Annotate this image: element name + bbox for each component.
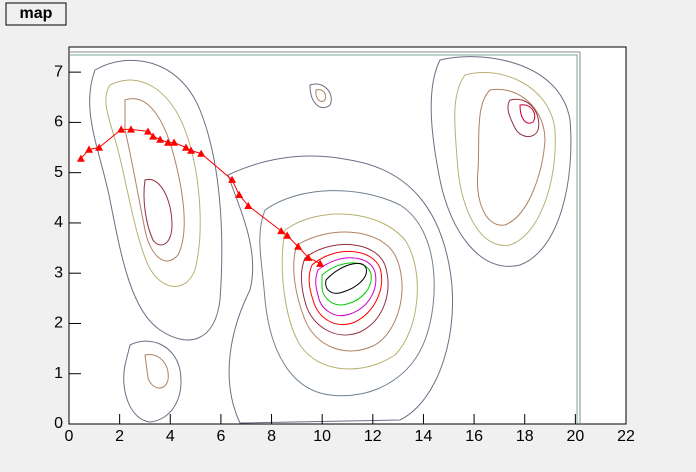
data-point bbox=[163, 138, 172, 146]
x-tick-label: 10 bbox=[313, 428, 331, 445]
x-tick-label: 0 bbox=[65, 428, 74, 445]
y-tick-label: 5 bbox=[54, 164, 63, 181]
data-point bbox=[244, 201, 253, 210]
x-tick-label: 6 bbox=[216, 428, 225, 445]
data-point bbox=[277, 226, 286, 235]
x-tick-label: 18 bbox=[516, 428, 534, 445]
x-tick-label: 4 bbox=[166, 428, 175, 445]
contour bbox=[144, 354, 169, 389]
x-tick-label: 12 bbox=[364, 428, 382, 445]
plot-frame bbox=[68, 46, 627, 425]
contour bbox=[454, 71, 556, 246]
x-tick-label: 20 bbox=[566, 428, 584, 445]
contour bbox=[308, 251, 383, 325]
contour bbox=[89, 59, 223, 341]
x-tick-label: 8 bbox=[267, 428, 276, 445]
data-point bbox=[76, 154, 85, 162]
contour bbox=[281, 213, 418, 370]
y-tick-label: 0 bbox=[54, 415, 63, 432]
contour bbox=[123, 340, 182, 423]
data-point bbox=[149, 132, 158, 140]
x-tick-label: 14 bbox=[415, 428, 433, 445]
contour bbox=[321, 262, 372, 306]
contour bbox=[315, 257, 377, 316]
contour bbox=[315, 89, 327, 102]
contour bbox=[325, 262, 367, 294]
y-tick-label: 4 bbox=[54, 214, 63, 231]
contour bbox=[105, 79, 201, 287]
data-point bbox=[95, 143, 104, 151]
data-point bbox=[304, 253, 313, 261]
contour bbox=[143, 178, 173, 246]
x-tick-label: 22 bbox=[617, 428, 635, 445]
data-point bbox=[228, 175, 237, 183]
data-point bbox=[156, 135, 165, 143]
contour bbox=[476, 88, 546, 226]
y-tick-label: 2 bbox=[54, 315, 63, 332]
data-point bbox=[197, 149, 206, 157]
data-point bbox=[316, 259, 325, 267]
data-point bbox=[170, 138, 179, 146]
data-point bbox=[235, 190, 244, 198]
data-point bbox=[187, 146, 196, 154]
x-tick-label: 16 bbox=[465, 428, 483, 445]
data-point bbox=[283, 231, 292, 239]
chart-title: map bbox=[20, 5, 53, 22]
contour bbox=[259, 190, 435, 397]
data-point bbox=[85, 145, 94, 153]
data-point bbox=[294, 242, 303, 250]
contour bbox=[124, 98, 185, 262]
y-tick-label: 7 bbox=[54, 63, 63, 80]
data-point bbox=[127, 125, 136, 133]
y-tick-label: 3 bbox=[54, 264, 63, 281]
data-point bbox=[143, 127, 152, 135]
y-tick-label: 6 bbox=[54, 114, 63, 131]
title-box bbox=[5, 2, 67, 26]
contour bbox=[227, 155, 453, 424]
contour bbox=[507, 98, 540, 137]
contour bbox=[430, 56, 572, 267]
contour bbox=[519, 104, 536, 124]
contour bbox=[293, 231, 403, 352]
contour bbox=[309, 83, 332, 109]
y-tick-label: 1 bbox=[54, 365, 63, 382]
x-tick-label: 2 bbox=[115, 428, 124, 445]
contours bbox=[70, 51, 581, 424]
data-point bbox=[181, 143, 190, 151]
contour bbox=[300, 243, 389, 336]
data-point bbox=[117, 125, 126, 133]
